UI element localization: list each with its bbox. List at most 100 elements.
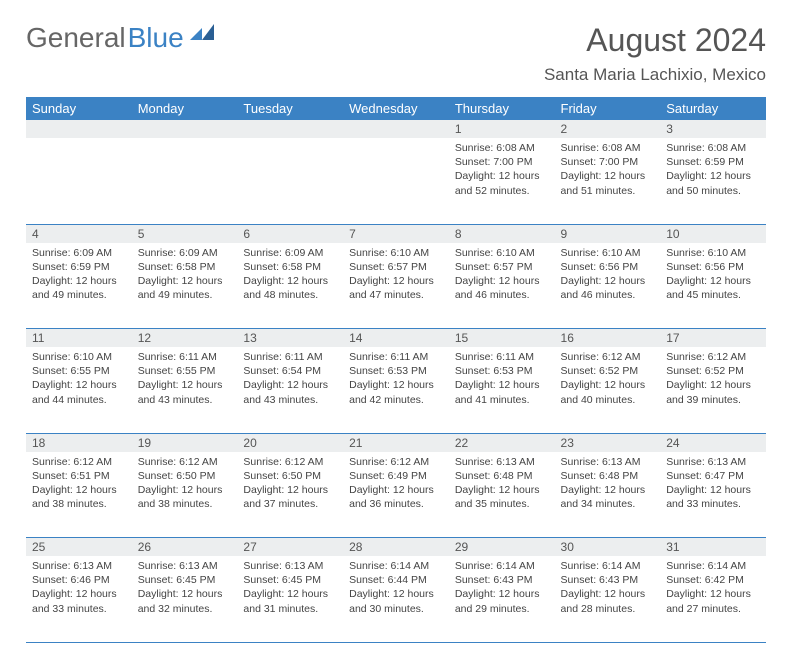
day-detail: Sunrise: 6:14 AMSunset: 6:43 PMDaylight:… <box>555 556 661 621</box>
day-cell: Sunrise: 6:12 AMSunset: 6:50 PMDaylight:… <box>132 452 238 538</box>
day-cell: Sunrise: 6:14 AMSunset: 6:43 PMDaylight:… <box>449 556 555 642</box>
day-cell: Sunrise: 6:08 AMSunset: 7:00 PMDaylight:… <box>449 138 555 224</box>
day-header: Saturday <box>660 97 766 120</box>
sunset-text: Sunset: 6:48 PM <box>455 469 549 483</box>
sunset-text: Sunset: 6:50 PM <box>138 469 232 483</box>
day-detail: Sunrise: 6:10 AMSunset: 6:56 PMDaylight:… <box>555 243 661 308</box>
day-detail: Sunrise: 6:12 AMSunset: 6:49 PMDaylight:… <box>343 452 449 517</box>
sunset-text: Sunset: 6:58 PM <box>138 260 232 274</box>
day-detail: Sunrise: 6:10 AMSunset: 6:57 PMDaylight:… <box>343 243 449 308</box>
day-cell: Sunrise: 6:10 AMSunset: 6:55 PMDaylight:… <box>26 347 132 433</box>
calendar-table: Sunday Monday Tuesday Wednesday Thursday… <box>26 97 766 643</box>
day-number: 12 <box>132 329 238 348</box>
day-cell <box>132 138 238 224</box>
sunset-text: Sunset: 6:57 PM <box>455 260 549 274</box>
day-cell: Sunrise: 6:12 AMSunset: 6:52 PMDaylight:… <box>555 347 661 433</box>
sunrise-text: Sunrise: 6:14 AM <box>561 559 655 573</box>
day-number-row: 45678910 <box>26 224 766 243</box>
sunset-text: Sunset: 6:51 PM <box>32 469 126 483</box>
day-number <box>237 120 343 138</box>
week-row: Sunrise: 6:12 AM Sunset: 6:51 PM Daylight:… <box>26 452 766 538</box>
day-number: 25 <box>26 538 132 557</box>
day-number: 13 <box>237 329 343 348</box>
sunrise-text: Sunrise: 6:12 AM <box>561 350 655 364</box>
day-cell: Sunrise: 6:13 AMSunset: 6:48 PMDaylight:… <box>449 452 555 538</box>
day-cell: Sunrise: 6:12 AMSunset: 6:49 PMDaylight:… <box>343 452 449 538</box>
day-detail: Sunrise: 6:11 AMSunset: 6:53 PMDaylight:… <box>449 347 555 412</box>
sunrise-text: Sunrise: 6:14 AM <box>349 559 443 573</box>
title-month: August 2024 <box>544 22 766 59</box>
daylight-text: Daylight: 12 hours and 33 minutes. <box>666 483 760 511</box>
day-header: Tuesday <box>237 97 343 120</box>
sunrise-text: Sunrise: 6:12 AM <box>243 455 337 469</box>
sunrise-text: Sunrise: 6:13 AM <box>138 559 232 573</box>
day-cell: Sunrise: 6:08 AMSunset: 6:59 PMDaylight:… <box>660 138 766 224</box>
day-header: Sunday <box>26 97 132 120</box>
day-detail: Sunrise: 6:12 AMSunset: 6:50 PMDaylight:… <box>132 452 238 517</box>
day-number <box>26 120 132 138</box>
week-row: Sunrise: 6:09 AM Sunset: 6:59 PM Daylight:… <box>26 243 766 329</box>
day-number-row: 123 <box>26 120 766 138</box>
daylight-text: Daylight: 12 hours and 37 minutes. <box>243 483 337 511</box>
sunset-text: Sunset: 6:46 PM <box>32 573 126 587</box>
sunset-text: Sunset: 7:00 PM <box>455 155 549 169</box>
daylight-text: Daylight: 12 hours and 35 minutes. <box>455 483 549 511</box>
sunset-text: Sunset: 6:54 PM <box>243 364 337 378</box>
daylight-text: Daylight: 12 hours and 44 minutes. <box>32 378 126 406</box>
sunset-text: Sunset: 6:52 PM <box>561 364 655 378</box>
day-number-row: 11121314151617 <box>26 329 766 348</box>
header: GeneralBlue August 2024 Santa Maria Lach… <box>26 22 766 85</box>
daylight-text: Daylight: 12 hours and 30 minutes. <box>349 587 443 615</box>
day-detail: Sunrise: 6:13 AMSunset: 6:45 PMDaylight:… <box>237 556 343 621</box>
day-header: Wednesday <box>343 97 449 120</box>
day-cell <box>26 138 132 224</box>
sunset-text: Sunset: 6:47 PM <box>666 469 760 483</box>
sunrise-text: Sunrise: 6:08 AM <box>455 141 549 155</box>
daylight-text: Daylight: 12 hours and 39 minutes. <box>666 378 760 406</box>
sunrise-text: Sunrise: 6:08 AM <box>561 141 655 155</box>
sunset-text: Sunset: 6:58 PM <box>243 260 337 274</box>
day-cell: Sunrise: 6:10 AMSunset: 6:57 PMDaylight:… <box>449 243 555 329</box>
daylight-text: Daylight: 12 hours and 33 minutes. <box>32 587 126 615</box>
day-number: 6 <box>237 224 343 243</box>
sunset-text: Sunset: 6:56 PM <box>561 260 655 274</box>
sunset-text: Sunset: 6:45 PM <box>243 573 337 587</box>
daylight-text: Daylight: 12 hours and 34 minutes. <box>561 483 655 511</box>
sunrise-text: Sunrise: 6:14 AM <box>455 559 549 573</box>
daylight-text: Daylight: 12 hours and 36 minutes. <box>349 483 443 511</box>
logo-text-2: Blue <box>128 22 184 54</box>
day-cell: Sunrise: 6:13 AMSunset: 6:45 PMDaylight:… <box>237 556 343 642</box>
calendar-page: GeneralBlue August 2024 Santa Maria Lach… <box>0 0 792 665</box>
sunrise-text: Sunrise: 6:11 AM <box>138 350 232 364</box>
day-number: 28 <box>343 538 449 557</box>
day-number: 1 <box>449 120 555 138</box>
day-number <box>343 120 449 138</box>
sunrise-text: Sunrise: 6:10 AM <box>349 246 443 260</box>
day-cell: Sunrise: 6:11 AMSunset: 6:54 PMDaylight:… <box>237 347 343 433</box>
day-cell: Sunrise: 6:12 AMSunset: 6:50 PMDaylight:… <box>237 452 343 538</box>
sunrise-text: Sunrise: 6:13 AM <box>666 455 760 469</box>
day-detail: Sunrise: 6:08 AMSunset: 7:00 PMDaylight:… <box>449 138 555 203</box>
title-block: August 2024 Santa Maria Lachixio, Mexico <box>544 22 766 85</box>
sunrise-text: Sunrise: 6:09 AM <box>138 246 232 260</box>
daylight-text: Daylight: 12 hours and 45 minutes. <box>666 274 760 302</box>
sunset-text: Sunset: 6:57 PM <box>349 260 443 274</box>
sunset-text: Sunset: 6:49 PM <box>349 469 443 483</box>
sunset-text: Sunset: 6:59 PM <box>666 155 760 169</box>
day-number: 31 <box>660 538 766 557</box>
day-detail: Sunrise: 6:13 AMSunset: 6:46 PMDaylight:… <box>26 556 132 621</box>
day-number: 18 <box>26 433 132 452</box>
sunset-text: Sunset: 6:56 PM <box>666 260 760 274</box>
day-detail: Sunrise: 6:14 AMSunset: 6:44 PMDaylight:… <box>343 556 449 621</box>
day-detail: Sunrise: 6:12 AMSunset: 6:51 PMDaylight:… <box>26 452 132 517</box>
day-number: 4 <box>26 224 132 243</box>
day-number: 23 <box>555 433 661 452</box>
week-row: Sunrise: 6:08 AMSunset: 7:00 PMDaylight:… <box>26 138 766 224</box>
logo-text-1: General <box>26 22 126 54</box>
day-number: 7 <box>343 224 449 243</box>
day-cell <box>237 138 343 224</box>
sunset-text: Sunset: 6:59 PM <box>32 260 126 274</box>
sunrise-text: Sunrise: 6:13 AM <box>32 559 126 573</box>
day-number: 29 <box>449 538 555 557</box>
day-number: 22 <box>449 433 555 452</box>
